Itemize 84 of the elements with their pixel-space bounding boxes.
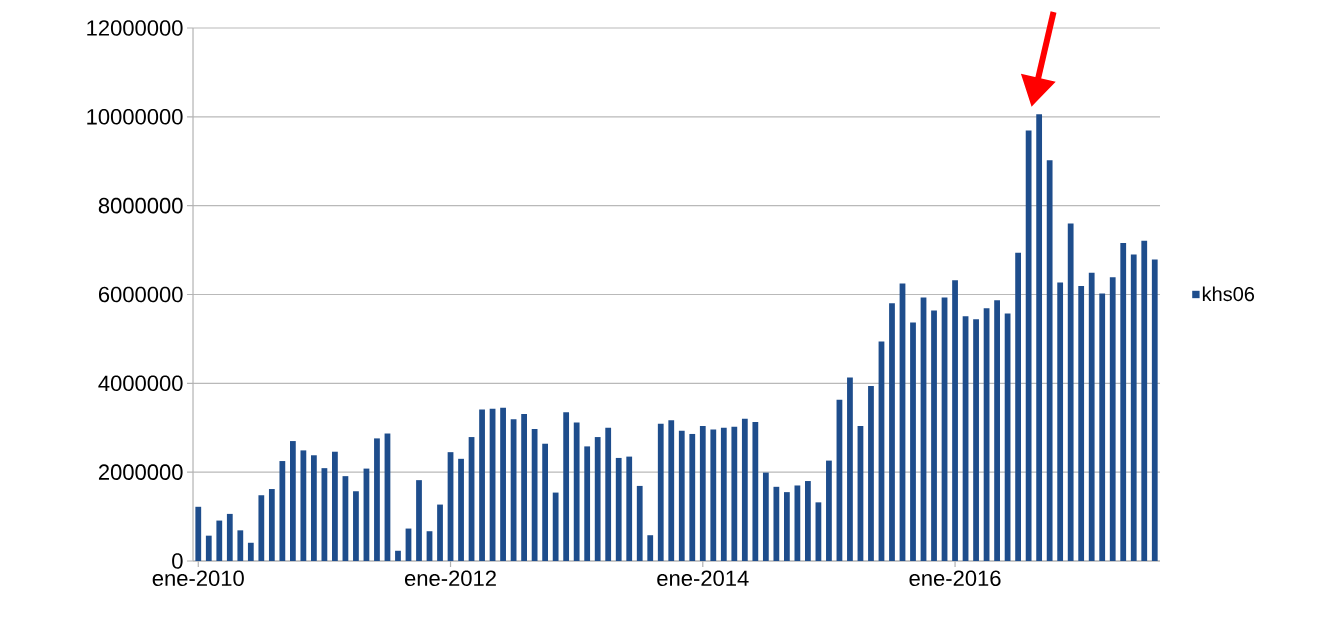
bar <box>258 495 265 561</box>
bar <box>752 421 759 561</box>
bar <box>626 456 633 561</box>
bar <box>500 407 506 561</box>
bar <box>1046 160 1053 561</box>
bar <box>931 310 937 561</box>
bar <box>216 520 223 561</box>
bar <box>416 480 422 561</box>
bar <box>636 485 643 561</box>
bar <box>289 441 296 561</box>
y-tick-label: 6000000 <box>98 286 183 303</box>
bar <box>868 385 874 561</box>
bar <box>910 322 916 561</box>
bar <box>437 504 443 561</box>
bar <box>1141 240 1148 561</box>
bar <box>1109 277 1116 561</box>
bar <box>1120 242 1127 561</box>
bar <box>678 430 685 561</box>
bar <box>300 450 307 561</box>
bar <box>279 461 286 561</box>
bar <box>605 427 612 561</box>
bar <box>205 535 212 561</box>
bar <box>479 409 485 561</box>
bar <box>584 446 591 561</box>
y-tick-label: 2000000 <box>98 464 183 480</box>
bar <box>311 455 317 561</box>
bar <box>1151 259 1158 561</box>
bar <box>615 457 622 561</box>
bar <box>657 423 664 561</box>
bar <box>783 492 790 561</box>
bar <box>952 280 958 561</box>
bar <box>741 418 748 561</box>
x-tick-label: ene-2010 <box>152 570 244 587</box>
x-tick-label: ene-2012 <box>404 570 496 587</box>
bar <box>994 300 1000 561</box>
bar <box>594 437 601 561</box>
y-tick-label: 10000000 <box>87 109 183 125</box>
y-tick-label: 0 <box>172 553 183 569</box>
bar <box>237 530 244 561</box>
bar <box>268 489 275 561</box>
bar <box>1025 130 1032 561</box>
bar <box>247 542 254 561</box>
y-tick-label: 12000000 <box>87 20 183 36</box>
bar <box>689 433 696 561</box>
bar <box>552 492 559 561</box>
bar <box>1015 252 1022 561</box>
bar <box>889 303 895 561</box>
bar <box>374 438 380 561</box>
bar <box>1088 272 1095 561</box>
bar <box>353 491 359 561</box>
bar <box>647 535 654 561</box>
bar <box>521 413 527 561</box>
y-tick-label: 4000000 <box>98 375 183 392</box>
bar <box>668 420 675 561</box>
bar <box>720 427 727 561</box>
bar <box>826 460 832 561</box>
bar <box>1078 286 1085 561</box>
bar <box>973 319 979 561</box>
bar <box>773 486 780 561</box>
bar <box>226 513 233 561</box>
bar <box>573 422 580 561</box>
bar <box>458 458 464 561</box>
bar <box>794 485 801 561</box>
legend-label: khs06 <box>1202 286 1255 302</box>
bar <box>805 481 811 561</box>
bar <box>1099 293 1106 561</box>
bar <box>731 426 738 561</box>
bar <box>1130 254 1137 561</box>
bar <box>563 412 570 561</box>
bar <box>699 425 706 561</box>
bar <box>542 443 549 561</box>
bar <box>195 506 202 561</box>
bar <box>531 429 538 561</box>
bar <box>1036 114 1043 561</box>
bar <box>1057 282 1064 561</box>
bar <box>847 377 853 561</box>
x-tick-label: ene-2016 <box>909 570 1001 587</box>
bar <box>762 472 769 561</box>
bar <box>710 429 717 561</box>
y-tick-label: 8000000 <box>98 197 183 214</box>
bar <box>332 451 338 561</box>
bar <box>395 550 401 561</box>
bar <box>1067 223 1074 561</box>
x-tick-label: ene-2014 <box>657 570 749 587</box>
